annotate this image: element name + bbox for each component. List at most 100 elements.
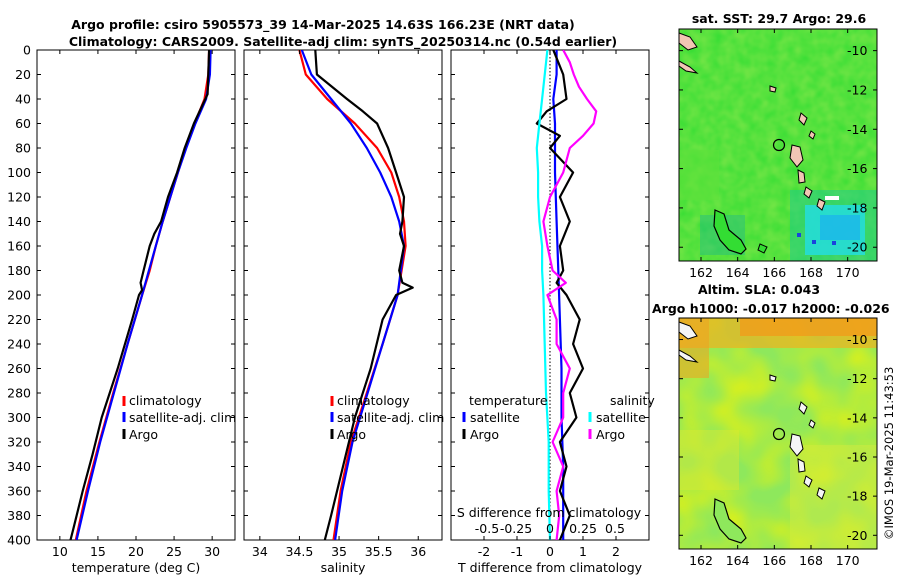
salinity-axis-label: salinity (321, 560, 366, 575)
figure-title-line2: Climatology: CARS2009. Satellite-adj cli… (69, 34, 617, 50)
series-line-s-satellite (535, 50, 552, 540)
x-tick-label: 36 (410, 544, 426, 559)
axes-ticks: 10 15 20 25 30 34 34.5 35 35.5 36 -2 -1 0 1 2020406080… (7, 43, 649, 559)
map-x-tick-label: 168 (799, 553, 823, 568)
y-tick-label: 40 (15, 92, 31, 107)
x-tick-label: 10 (52, 544, 68, 559)
map-y-tick-label: -16 (847, 449, 867, 464)
x-tick-label: 20 (128, 544, 144, 559)
s-tick-label: -0.25 (500, 521, 532, 536)
salinity-series (298, 50, 414, 540)
x-tick-label: 1 (579, 544, 587, 559)
map-y-tick-label: -10 (847, 332, 867, 347)
s-tick-label: -0.5 (475, 521, 499, 536)
legend-label-argo: Argo (129, 427, 158, 442)
legend-title-salinity: salinity (610, 393, 655, 408)
sst-map (678, 28, 878, 262)
legend-label-climatology: climatology (337, 393, 410, 408)
temperature-panel-frame (36, 49, 236, 541)
sst-argo-marker (772, 138, 786, 152)
y-tick-label: 20 (15, 67, 31, 82)
map-x-tick-label: 168 (799, 265, 823, 280)
y-tick-label: 100 (7, 165, 31, 180)
y-tick-label: 60 (15, 116, 31, 131)
map-ticks: 162 164 166 168 170 -10 -12 -14 -16 -18 -20 162 164 1… (679, 29, 877, 568)
map-y-tick-label: -20 (847, 528, 867, 543)
series-line-t-argo (535, 50, 585, 540)
legend-label-climatology: climatology (129, 393, 202, 408)
x-tick-label: 2 (612, 544, 620, 559)
legend-label-satellite: satellite-adj. clim (337, 410, 444, 425)
sla-argo-marker (772, 427, 786, 441)
y-tick-label: 120 (7, 190, 31, 205)
y-tick-label: 400 (7, 533, 31, 548)
temperature-series (69, 50, 212, 540)
series-line-t-satellite (552, 50, 565, 540)
imos-watermark: ©IMOS 19-Mar-2025 11:43:53 (882, 367, 896, 540)
x-tick-label: 25 (166, 544, 182, 559)
y-tick-label: 200 (7, 288, 31, 303)
s-tick-label: 0 (546, 521, 554, 536)
map-x-tick-label: 164 (726, 553, 750, 568)
legend-label-argo: Argo (337, 427, 366, 442)
x-tick-label: 0 (546, 544, 554, 559)
x-tick-label: 15 (90, 544, 106, 559)
map-x-tick-label: 166 (762, 265, 786, 280)
series-line-satellite-adj-clim (300, 50, 406, 540)
sla-map (678, 317, 878, 550)
y-tick-label: 380 (7, 508, 31, 523)
salinity-legend: climatology satellite-adj. clim Argo (330, 393, 444, 442)
y-tick-label: 180 (7, 263, 31, 278)
difference-legend: temperature salinity satellite Argo sate… (462, 393, 655, 442)
difference-axis-label: T difference from climatology (457, 560, 643, 575)
x-tick-label: -2 (478, 544, 490, 559)
legend-label-t-argo: Argo (470, 427, 499, 442)
map-y-tick-label: -14 (847, 410, 867, 425)
y-tick-label: 300 (7, 410, 31, 425)
y-tick-label: 280 (7, 386, 31, 401)
y-tick-label: 140 (7, 214, 31, 229)
y-tick-label: 340 (7, 459, 31, 474)
x-tick-label: 34 (252, 544, 268, 559)
series-line-s-argo (542, 50, 598, 540)
s-difference-axis-label: S difference from climatology (457, 505, 642, 520)
temperature-legend: climatology satellite-adj. clim Argo (122, 393, 236, 442)
map-x-tick-label: 170 (836, 553, 860, 568)
difference-series (535, 50, 598, 540)
map-x-tick-label: 162 (689, 553, 713, 568)
map-x-tick-label: 164 (726, 265, 750, 280)
s-tick-label: 0.5 (605, 521, 625, 536)
map-y-tick-label: -18 (847, 489, 867, 504)
map-x-tick-label: 170 (836, 265, 860, 280)
map-y-tick-label: -12 (847, 82, 867, 97)
map-y-tick-label: -20 (847, 240, 867, 255)
y-tick-label: 160 (7, 239, 31, 254)
y-tick-label: 0 (23, 43, 31, 58)
map-x-tick-label: 162 (689, 265, 713, 280)
x-tick-label: 35.5 (365, 544, 393, 559)
y-tick-label: 260 (7, 361, 31, 376)
y-tick-label: 240 (7, 337, 31, 352)
map-x-tick-label: 166 (762, 553, 786, 568)
y-tick-label: 80 (15, 141, 31, 156)
x-tick-label: 34.5 (286, 544, 314, 559)
sla-map-title-line1: Altim. SLA: 0.043 (698, 282, 820, 297)
y-tick-label: 320 (7, 435, 31, 450)
s-difference-ticks: -0.5 -0.25 0 0.25 0.5 (475, 521, 625, 536)
s-tick-label: 0.25 (569, 521, 597, 536)
legend-label-satellite: satellite-adj. clim (129, 410, 236, 425)
legend-label-t-satellite: satellite (470, 410, 520, 425)
x-tick-label: 35 (331, 544, 347, 559)
series-line-climatology (298, 50, 407, 540)
sst-map-title: sat. SST: 29.7 Argo: 29.6 (692, 11, 867, 26)
series-line-argo (314, 50, 414, 540)
x-tick-label: -1 (511, 544, 523, 559)
sla-map-title-line2: Argo h1000: -0.017 h2000: -0.026 (652, 301, 890, 316)
series-line-satellite-adj-clim (75, 50, 212, 540)
legend-label-s-satellite: satellite (596, 410, 646, 425)
legend-title-temperature: temperature (469, 393, 548, 408)
map-y-tick-label: -14 (847, 122, 867, 137)
map-y-tick-label: -18 (847, 200, 867, 215)
figure-title-line1: Argo profile: csiro 5905573_39 14-Mar-20… (71, 17, 575, 33)
